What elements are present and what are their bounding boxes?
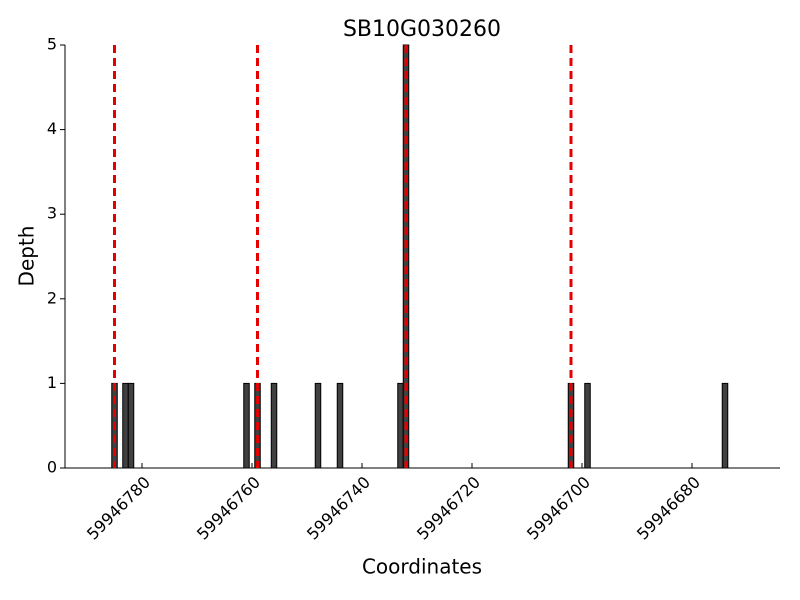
chart-title: SB10G030260 [343,17,501,42]
bar [122,382,129,469]
bar [314,382,322,469]
x-axis-label: Coordinates [362,555,482,579]
bar [721,382,729,469]
bar [336,382,344,469]
bar [127,382,135,469]
x-tick-label: 59946780 [83,473,154,544]
y-tick-label: 4 [47,119,57,138]
y-tick-label: 3 [47,204,57,223]
bar [397,382,404,469]
y-tick-label: 0 [47,458,57,477]
bar [270,382,278,469]
y-tick-label: 1 [47,373,57,392]
y-axis-label: Depth [15,226,39,287]
x-tick-label: 59946680 [633,473,704,544]
bar [243,382,250,469]
y-tick-label: 2 [47,288,57,307]
x-tick-label: 59946760 [193,473,264,544]
y-tick-label: 5 [47,35,57,54]
x-tick-label: 59946700 [523,473,594,544]
bar [584,382,591,469]
x-tick-label: 59946720 [413,473,484,544]
x-tick-label: 59946740 [303,473,374,544]
